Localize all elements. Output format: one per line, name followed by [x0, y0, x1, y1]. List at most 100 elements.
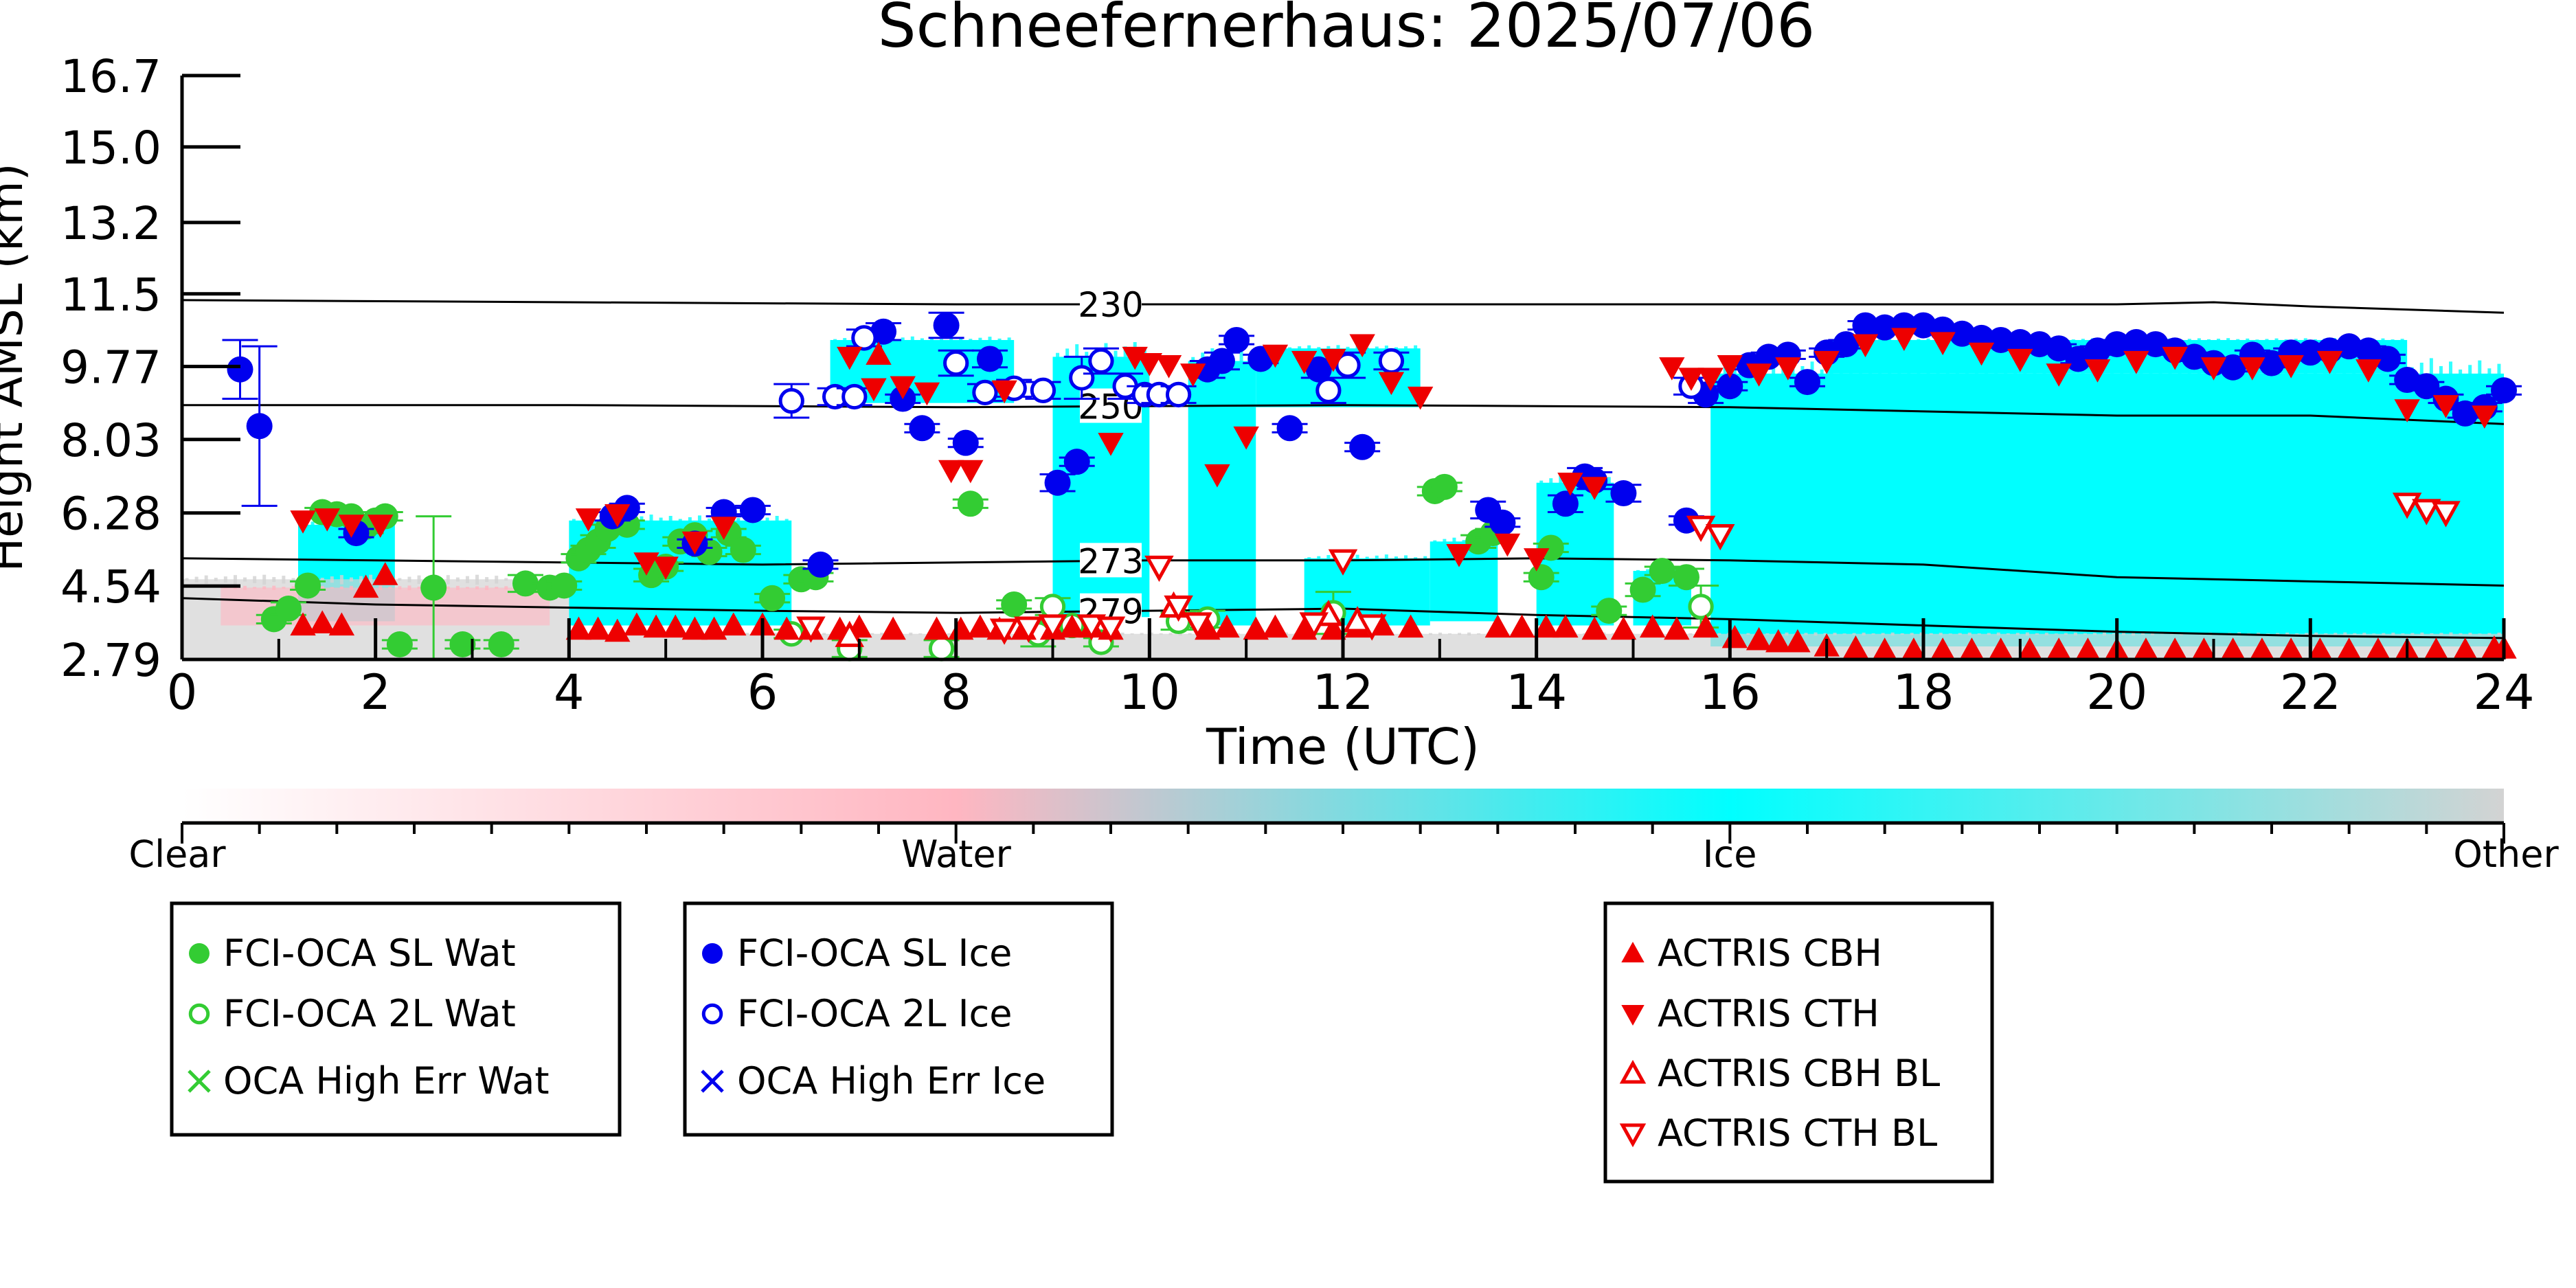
data-point: [681, 531, 708, 555]
data-point: [1489, 509, 1516, 536]
data-point: [989, 618, 1019, 645]
series-actris-cth-bl: [796, 493, 2461, 645]
data-point: [2491, 377, 2517, 404]
data-point: [2239, 357, 2266, 381]
data-point: [991, 380, 1017, 404]
data-point: [2007, 348, 2033, 372]
data-point: [1096, 616, 1126, 643]
data-point: [967, 614, 993, 638]
legend-marker-glyph: [1619, 1059, 1647, 1084]
legend-label-cbh: ACTRIS CBH: [1658, 931, 1882, 975]
data-point: [730, 536, 756, 563]
data-point: [1069, 365, 1095, 391]
data-point: [2278, 355, 2304, 379]
data-point: [1610, 480, 1637, 507]
data-point: [1717, 373, 1743, 400]
x-tick-label: 18: [1893, 664, 1954, 721]
data-point: [890, 376, 916, 400]
data-point: [2219, 354, 2246, 381]
data-point: [861, 378, 887, 402]
data-point: [328, 612, 355, 636]
data-point: [1038, 614, 1067, 641]
data-point: [1378, 372, 1405, 396]
data-point: [1305, 356, 1332, 383]
legend-marker-glyph: [188, 1003, 210, 1025]
data-point: [1407, 386, 1434, 410]
colorbar-gradient: [182, 789, 2504, 823]
legend-label-sl-ice: FCI-OCA SL Ice: [737, 931, 1012, 975]
data-point: [1349, 334, 1375, 358]
retrieval-markers: [222, 311, 2522, 662]
isotherm-line: [182, 299, 2504, 314]
data-point: [2394, 399, 2420, 422]
legend-marker-glyph: [189, 943, 210, 964]
data-point: [1494, 533, 1521, 557]
data-point: [1315, 377, 1342, 403]
x-tick-label: 12: [1312, 664, 1373, 721]
data-point: [1639, 614, 1666, 638]
data-point: [2084, 359, 2111, 383]
legend-actris: ACTRIS CBH ACTRIS CTH ACTRIS CBH BL ACTR…: [1603, 901, 1994, 1184]
data-point: [227, 356, 253, 383]
data-point: [386, 631, 413, 658]
isotherm-label-bg: [1080, 543, 1142, 578]
data-point: [1320, 616, 1346, 640]
data-point: [1745, 363, 1772, 387]
legend-marker-higherr-wat: [188, 1070, 211, 1093]
data-point: [275, 596, 302, 622]
data-point: [943, 350, 969, 376]
phase-colorbar: Clear Water Ice Other: [128, 789, 2559, 876]
data-point: [1144, 555, 1174, 583]
data-point: [605, 504, 631, 528]
data-point: [958, 460, 984, 484]
data-point: [2355, 359, 2382, 383]
data-point: [1001, 591, 1028, 618]
data-point: [1180, 363, 1206, 387]
isotherm-label: 273: [1078, 541, 1143, 581]
data-point: [796, 616, 826, 643]
legend-label-higherr-wat: OCA High Err Wat: [223, 1059, 550, 1103]
data-point: [739, 497, 766, 523]
data-point: [1891, 328, 1917, 351]
data-point: [2162, 346, 2188, 370]
data-point: [1243, 616, 1269, 640]
data-point: [1076, 614, 1107, 641]
data-point: [972, 379, 998, 406]
data-point: [1673, 564, 1699, 591]
data-point: [2472, 405, 2498, 429]
data-point: [1629, 576, 1656, 603]
data-point: [909, 415, 936, 442]
legend-label-cth-bl: ACTRIS CTH BL: [1658, 1111, 1937, 1155]
data-point: [2123, 350, 2149, 374]
legend-label-2l-wat: FCI-OCA 2L Wat: [223, 992, 516, 1035]
y-tick-label: 8.03: [60, 414, 161, 467]
data-point: [1183, 612, 1212, 639]
data-point: [1688, 594, 1714, 620]
isotherm-line: [182, 404, 2504, 425]
legend-water-box: [170, 901, 622, 1137]
legend-marker-cth-bl: [1619, 1123, 1647, 1148]
legend-marker-2l-wat: [188, 1003, 210, 1025]
data-point: [575, 508, 602, 532]
colorbar-label-other: Other: [2453, 833, 2559, 876]
colorbar-label-water: Water: [901, 833, 1011, 876]
data-point: [1098, 433, 1124, 456]
data-point: [835, 620, 864, 647]
data-point: [1930, 332, 1956, 356]
data-point: [585, 616, 611, 640]
data-point: [837, 346, 863, 370]
data-point: [1833, 331, 1860, 358]
y-tick-label: 9.77: [60, 341, 161, 394]
data-point: [1262, 614, 1289, 638]
data-point: [1431, 473, 1458, 500]
series-fci-oca-2l-ice: [773, 325, 1709, 419]
data-point: [928, 635, 955, 662]
legend-ice: FCI-OCA SL Ice FCI-OCA 2L Ice OCA High E…: [683, 901, 1114, 1137]
data-point: [338, 515, 365, 538]
data-point: [1320, 348, 1346, 372]
data-point: [866, 341, 892, 365]
data-point: [633, 552, 659, 576]
data-point: [352, 574, 379, 598]
y-axis-label: Height AMSL (km): [0, 163, 33, 572]
data-point: [295, 572, 321, 599]
